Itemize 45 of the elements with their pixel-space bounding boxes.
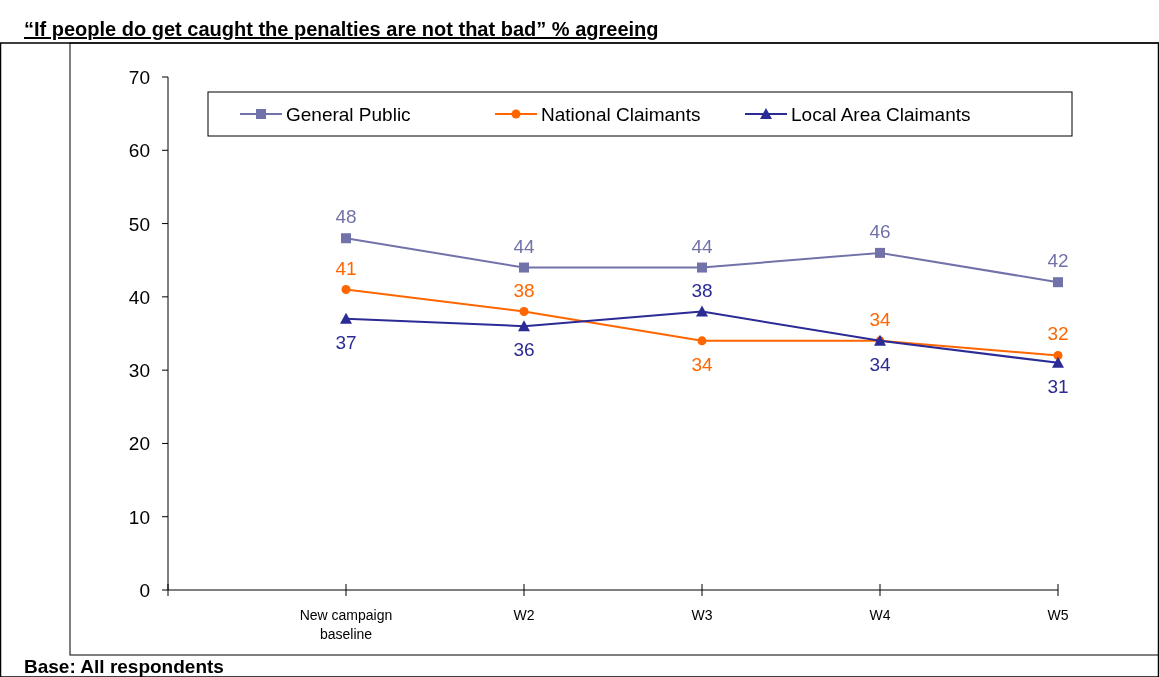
- x-tick-label: W4: [869, 607, 891, 623]
- y-tick-label: 50: [128, 213, 150, 235]
- data-label: 46: [869, 220, 891, 242]
- x-tick-label: W2: [513, 607, 535, 623]
- data-label: 44: [691, 235, 713, 257]
- legend-label: National Claimants: [541, 104, 701, 125]
- legend-label: General Public: [286, 104, 411, 125]
- y-tick-label: 20: [128, 433, 150, 455]
- point: [519, 262, 529, 273]
- data-label: 34: [869, 308, 891, 330]
- y-tick-label: 60: [128, 140, 150, 162]
- x-tick-label: New campaign baseline: [299, 607, 393, 642]
- data-label: 37: [335, 331, 357, 353]
- point: [1053, 277, 1063, 288]
- data-label: 32: [1047, 323, 1069, 345]
- data-label: 42: [1047, 250, 1069, 272]
- y-tick-label: 10: [128, 506, 150, 528]
- point: [697, 262, 707, 273]
- point: [341, 233, 351, 244]
- data-label: 44: [513, 235, 535, 257]
- point: [875, 247, 885, 258]
- point: [696, 305, 708, 317]
- chart-title: “If people do get caught the penalties are not that bad” % agreeing: [24, 18, 659, 40]
- legend-label: Local Area Claimants: [791, 104, 971, 125]
- text: Base: All respondents: [24, 656, 224, 677]
- data-label: 38: [691, 279, 713, 301]
- point: [1052, 356, 1064, 368]
- point: [697, 336, 707, 346]
- y-tick-label: 70: [128, 67, 150, 88]
- point: [341, 285, 351, 295]
- x-tick-label: W3: [691, 607, 713, 623]
- data-label: 31: [1047, 375, 1069, 397]
- data-label: 38: [513, 279, 535, 301]
- data-label: 36: [513, 339, 535, 361]
- x-tick-label: W5: [1047, 607, 1069, 623]
- y-tick-label: 0: [139, 580, 150, 601]
- data-label: 34: [691, 353, 713, 375]
- y-tick-label: 40: [128, 286, 150, 308]
- point: [519, 307, 529, 317]
- point: [340, 312, 352, 324]
- y-tick-label: 30: [128, 360, 150, 382]
- data-label: 34: [869, 353, 891, 375]
- data-label: 48: [335, 206, 357, 228]
- point: [518, 320, 530, 332]
- data-label: 41: [335, 257, 357, 279]
